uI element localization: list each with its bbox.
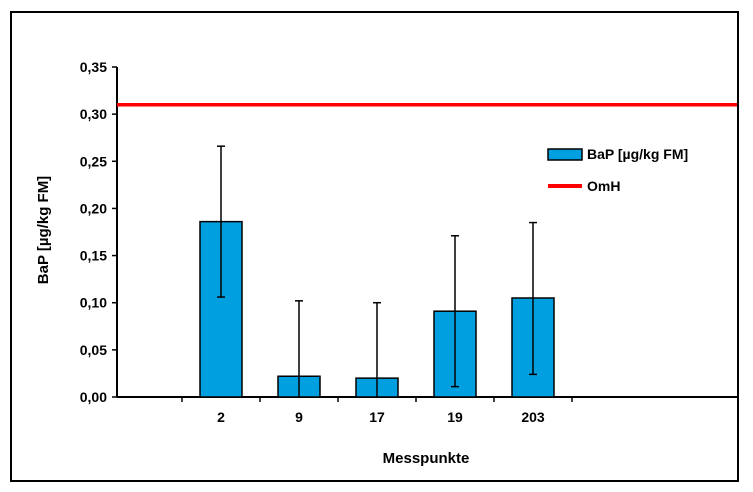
x-tick-label: 19 [447, 409, 463, 425]
legend-label-omh: OmH [587, 178, 620, 194]
y-axis-label: BaP [µg/kg FM] [35, 176, 52, 284]
x-tick-label: 9 [295, 409, 303, 425]
y-axis-ticks: 0,00 0,05 0,10 0,15 0,20 0,25 0,30 0,35 [80, 59, 117, 405]
legend-swatch-bar [547, 148, 583, 161]
y-tick-label: 0,25 [80, 153, 107, 169]
x-axis-label: Messpunkte [383, 450, 470, 467]
y-tick-label: 0,05 [80, 342, 107, 358]
y-tick-label: 0,00 [80, 389, 107, 405]
error-bars [217, 145, 537, 397]
x-tick-label: 203 [521, 409, 545, 425]
y-tick-label: 0,35 [80, 59, 107, 75]
x-tick-label: 2 [217, 409, 225, 425]
y-tick-label: 0,10 [80, 295, 107, 311]
y-tick-label: 0,15 [80, 248, 107, 264]
chart-frame [10, 11, 739, 482]
legend: BaP [µg/kg FM] OmH [547, 146, 688, 194]
x-axis-ticks: 2 9 17 19 203 [181, 397, 573, 425]
y-tick-label: 0,30 [80, 106, 107, 122]
legend-label-bap: BaP [µg/kg FM] [587, 146, 688, 162]
y-tick-label: 0,20 [80, 200, 107, 216]
x-tick-label: 17 [369, 409, 385, 425]
